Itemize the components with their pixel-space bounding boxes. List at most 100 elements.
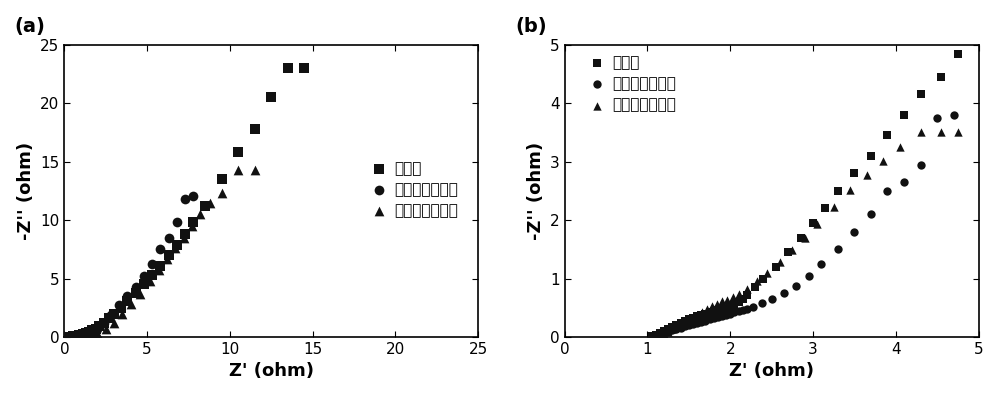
正电位区间活化: [128, 283, 144, 290]
双电位区间活化: [797, 235, 813, 241]
正电位区间活化: [103, 312, 119, 318]
未活化: [71, 332, 87, 338]
未活化: [113, 304, 129, 311]
Y-axis label: -Z'' (ohm): -Z'' (ohm): [17, 142, 35, 240]
双电位区间活化: [714, 298, 730, 304]
正电位区间活化: [714, 313, 730, 319]
正电位区间活化: [664, 327, 680, 333]
正电位区间活化: [697, 317, 713, 324]
未活化: [247, 126, 263, 132]
正电位区间活化: [73, 333, 89, 339]
未活化: [735, 296, 751, 302]
未活化: [197, 203, 213, 209]
双电位区间活化: [230, 167, 246, 173]
正电位区间活化: [144, 261, 160, 268]
未活化: [280, 65, 296, 71]
未活化: [950, 50, 966, 57]
正电位区间活化: [739, 306, 755, 312]
正电位区间活化: [879, 188, 895, 194]
双电位区间活化: [114, 310, 130, 317]
正电位区间活化: [648, 333, 664, 339]
未活化: [830, 188, 846, 194]
正电位区间活化: [78, 332, 94, 338]
正电位区间活化: [801, 272, 817, 279]
未活化: [731, 299, 747, 305]
正电位区间活化: [929, 115, 945, 121]
正电位区间活化: [726, 309, 742, 316]
未活化: [230, 149, 246, 156]
双电位区间活化: [892, 144, 908, 150]
正电位区间活化: [813, 261, 829, 267]
双电位区间活化: [699, 306, 715, 312]
未活化: [68, 333, 84, 339]
正电位区间活化: [169, 219, 185, 225]
正电位区间活化: [735, 307, 751, 313]
X-axis label: Z' (ohm): Z' (ohm): [229, 362, 314, 380]
双电位区间活化: [656, 331, 672, 337]
未活化: [714, 306, 730, 312]
双电位区间活化: [933, 129, 949, 136]
双电位区间活化: [142, 278, 158, 284]
正电位区间活化: [846, 229, 862, 235]
未活化: [879, 132, 895, 139]
未活化: [706, 308, 722, 314]
双电位区间活化: [679, 317, 695, 324]
双电位区间活化: [214, 190, 230, 197]
双电位区间活化: [247, 167, 263, 173]
双电位区间活化: [98, 326, 114, 332]
未活化: [648, 331, 664, 338]
正电位区间活化: [689, 320, 705, 326]
正电位区间活化: [654, 330, 670, 337]
未活化: [693, 312, 709, 318]
双电位区间活化: [159, 255, 175, 262]
未活化: [664, 324, 680, 330]
双电位区间活化: [759, 270, 775, 276]
双电位区间活化: [784, 247, 800, 254]
未活化: [144, 272, 160, 278]
双电位区间活化: [913, 129, 929, 136]
正电位区间活化: [685, 321, 701, 327]
双电位区间活化: [772, 259, 788, 265]
未活化: [61, 333, 77, 340]
未活化: [710, 307, 726, 313]
正电位区间活化: [722, 310, 738, 317]
双电位区间活化: [749, 278, 765, 285]
未活化: [846, 170, 862, 177]
正电位区间活化: [652, 331, 668, 338]
正电位区间活化: [136, 273, 152, 279]
未活化: [169, 241, 185, 248]
双电位区间活化: [689, 312, 705, 318]
正电位区间活化: [702, 316, 718, 323]
未活化: [263, 94, 279, 100]
未活化: [78, 330, 94, 336]
双电位区间活化: [709, 301, 725, 307]
正电位区间活化: [693, 318, 709, 325]
未活化: [660, 326, 676, 333]
未活化: [689, 313, 705, 319]
未活化: [88, 326, 104, 332]
双电位区间活化: [725, 294, 741, 301]
未活化: [81, 329, 97, 335]
正电位区间活化: [83, 330, 99, 336]
双电位区间活化: [694, 308, 710, 315]
未活化: [296, 65, 312, 71]
正电位区间活化: [152, 246, 168, 252]
双电位区间活化: [664, 326, 680, 333]
双电位区间活化: [106, 320, 122, 326]
正电位区间活化: [913, 162, 929, 168]
未活化: [75, 331, 91, 337]
未活化: [739, 292, 755, 298]
未活化: [685, 314, 701, 321]
未活化: [161, 252, 177, 258]
未活化: [136, 281, 152, 287]
未活化: [817, 205, 833, 212]
正电位区间活化: [745, 303, 761, 310]
正电位区间活化: [677, 323, 693, 330]
未活化: [726, 302, 742, 308]
未活化: [702, 309, 718, 316]
正电位区间活化: [161, 235, 177, 241]
双电位区间活化: [76, 333, 92, 340]
正电位区间活化: [649, 333, 665, 339]
未活化: [805, 220, 821, 226]
双电位区间活化: [950, 129, 966, 136]
